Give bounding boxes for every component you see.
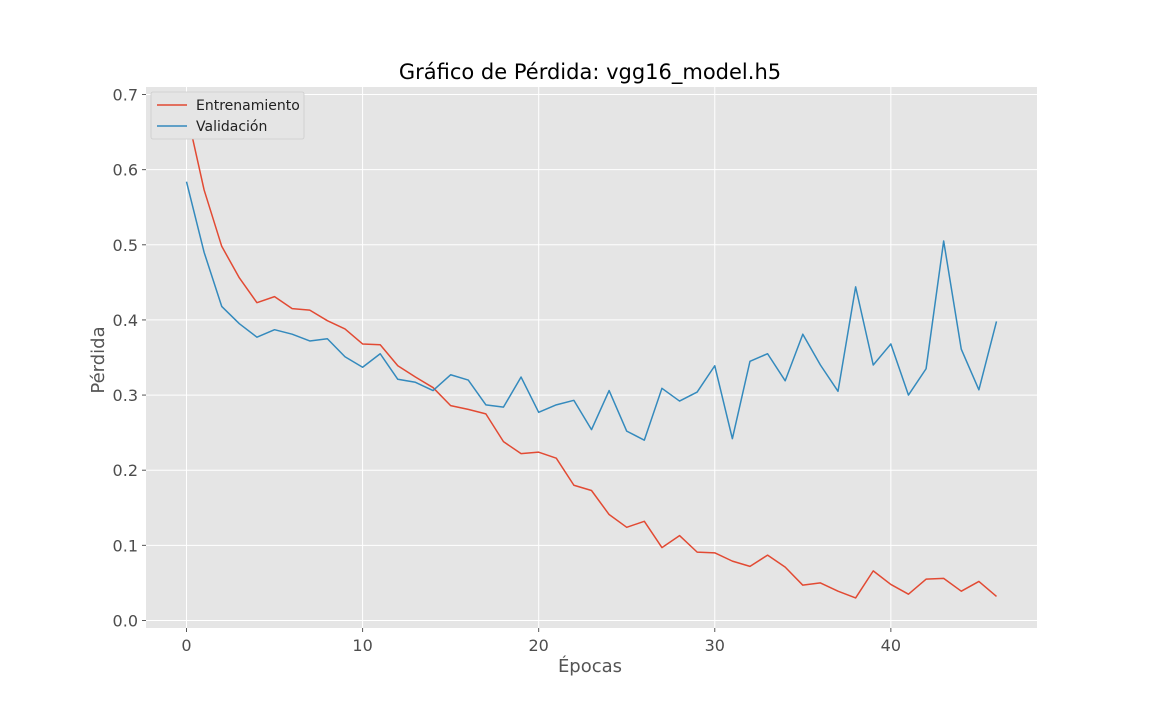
y-tick-label: 0.5 bbox=[113, 236, 138, 255]
x-tick-label: 10 bbox=[352, 636, 372, 655]
plot-area bbox=[146, 87, 1037, 628]
y-tick-label: 0.6 bbox=[113, 161, 138, 180]
x-tick-label: 20 bbox=[528, 636, 548, 655]
legend-label-entrenamiento: Entrenamiento bbox=[196, 98, 300, 114]
y-tick-label: 0.4 bbox=[113, 311, 138, 330]
x-tick-label: 0 bbox=[181, 636, 191, 655]
y-tick-label: 0.7 bbox=[113, 86, 138, 105]
x-axis-label: Épocas bbox=[558, 655, 622, 677]
y-tick-label: 0.3 bbox=[113, 386, 138, 405]
y-tick-label: 0.0 bbox=[113, 611, 138, 630]
series-line-entrenamiento bbox=[185, 110, 997, 599]
series-line-validacion bbox=[185, 181, 998, 441]
y-tick-label: 0.2 bbox=[113, 461, 138, 480]
legend-label-validacion: Validación bbox=[196, 119, 267, 135]
legend-box bbox=[150, 91, 305, 140]
series-layer bbox=[185, 110, 998, 599]
y-axis-label: Pérdida bbox=[88, 326, 109, 393]
legend: Entrenamiento Validación bbox=[150, 91, 305, 140]
chart-title: Gráfico de Pérdida: vgg16_model.h5 bbox=[399, 60, 781, 85]
x-tick-label: 30 bbox=[705, 636, 725, 655]
y-tick-label: 0.1 bbox=[113, 536, 138, 555]
grid-lines bbox=[146, 87, 1037, 628]
axis-ticks: 0 10 20 30 40 0.0 0.1 0.2 0.3 0.4 0.5 0.6 0.7 bbox=[113, 86, 901, 655]
x-tick-label: 40 bbox=[881, 636, 901, 655]
